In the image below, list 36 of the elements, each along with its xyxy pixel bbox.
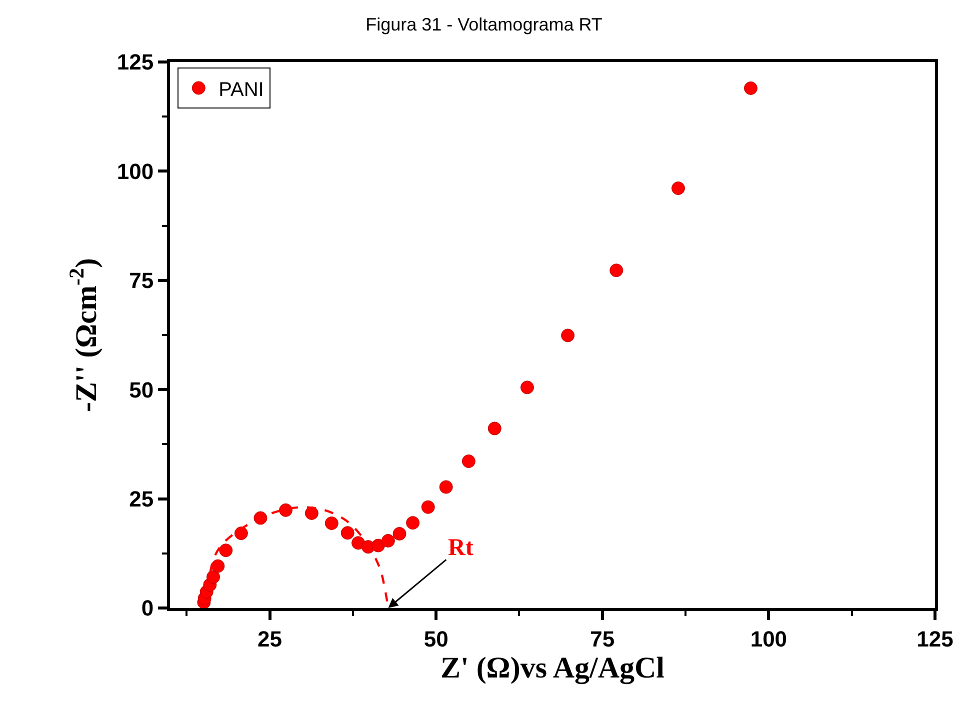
y-tick-label: 50 xyxy=(129,377,154,402)
point xyxy=(744,81,758,95)
point xyxy=(671,181,685,195)
point xyxy=(392,526,406,540)
point xyxy=(561,328,575,342)
point xyxy=(488,422,502,436)
x-tick-label: 25 xyxy=(258,626,282,652)
point xyxy=(520,380,534,394)
x-tick-label: 125 xyxy=(916,626,954,652)
point xyxy=(610,264,624,278)
point xyxy=(304,506,318,520)
point xyxy=(279,503,292,517)
point xyxy=(406,516,420,530)
x-tick-label: 75 xyxy=(590,626,615,652)
legend-label: PANI xyxy=(218,78,264,101)
point xyxy=(219,544,233,558)
point xyxy=(462,454,476,468)
x-tick-label: 50 xyxy=(424,626,448,652)
annotation: Rt xyxy=(448,535,474,561)
point xyxy=(234,526,248,540)
point xyxy=(439,480,453,494)
point xyxy=(211,559,225,573)
point xyxy=(381,534,395,548)
point xyxy=(324,516,338,530)
x-axis-title: Z' (Ω)vs Ag/AgCl xyxy=(440,651,665,684)
chart-title: Figura 31 - Voltamograma RT xyxy=(366,14,602,34)
y-tick-label: 25 xyxy=(129,486,154,512)
point xyxy=(371,538,385,552)
y-tick-label: 125 xyxy=(116,50,154,75)
point xyxy=(340,526,354,540)
point xyxy=(421,500,435,514)
y-tick-label: 0 xyxy=(141,596,154,621)
point xyxy=(206,570,220,584)
y-tick-label: 100 xyxy=(116,158,154,184)
y-tick-label: 75 xyxy=(129,268,154,294)
x-tick-label: 100 xyxy=(750,626,788,652)
